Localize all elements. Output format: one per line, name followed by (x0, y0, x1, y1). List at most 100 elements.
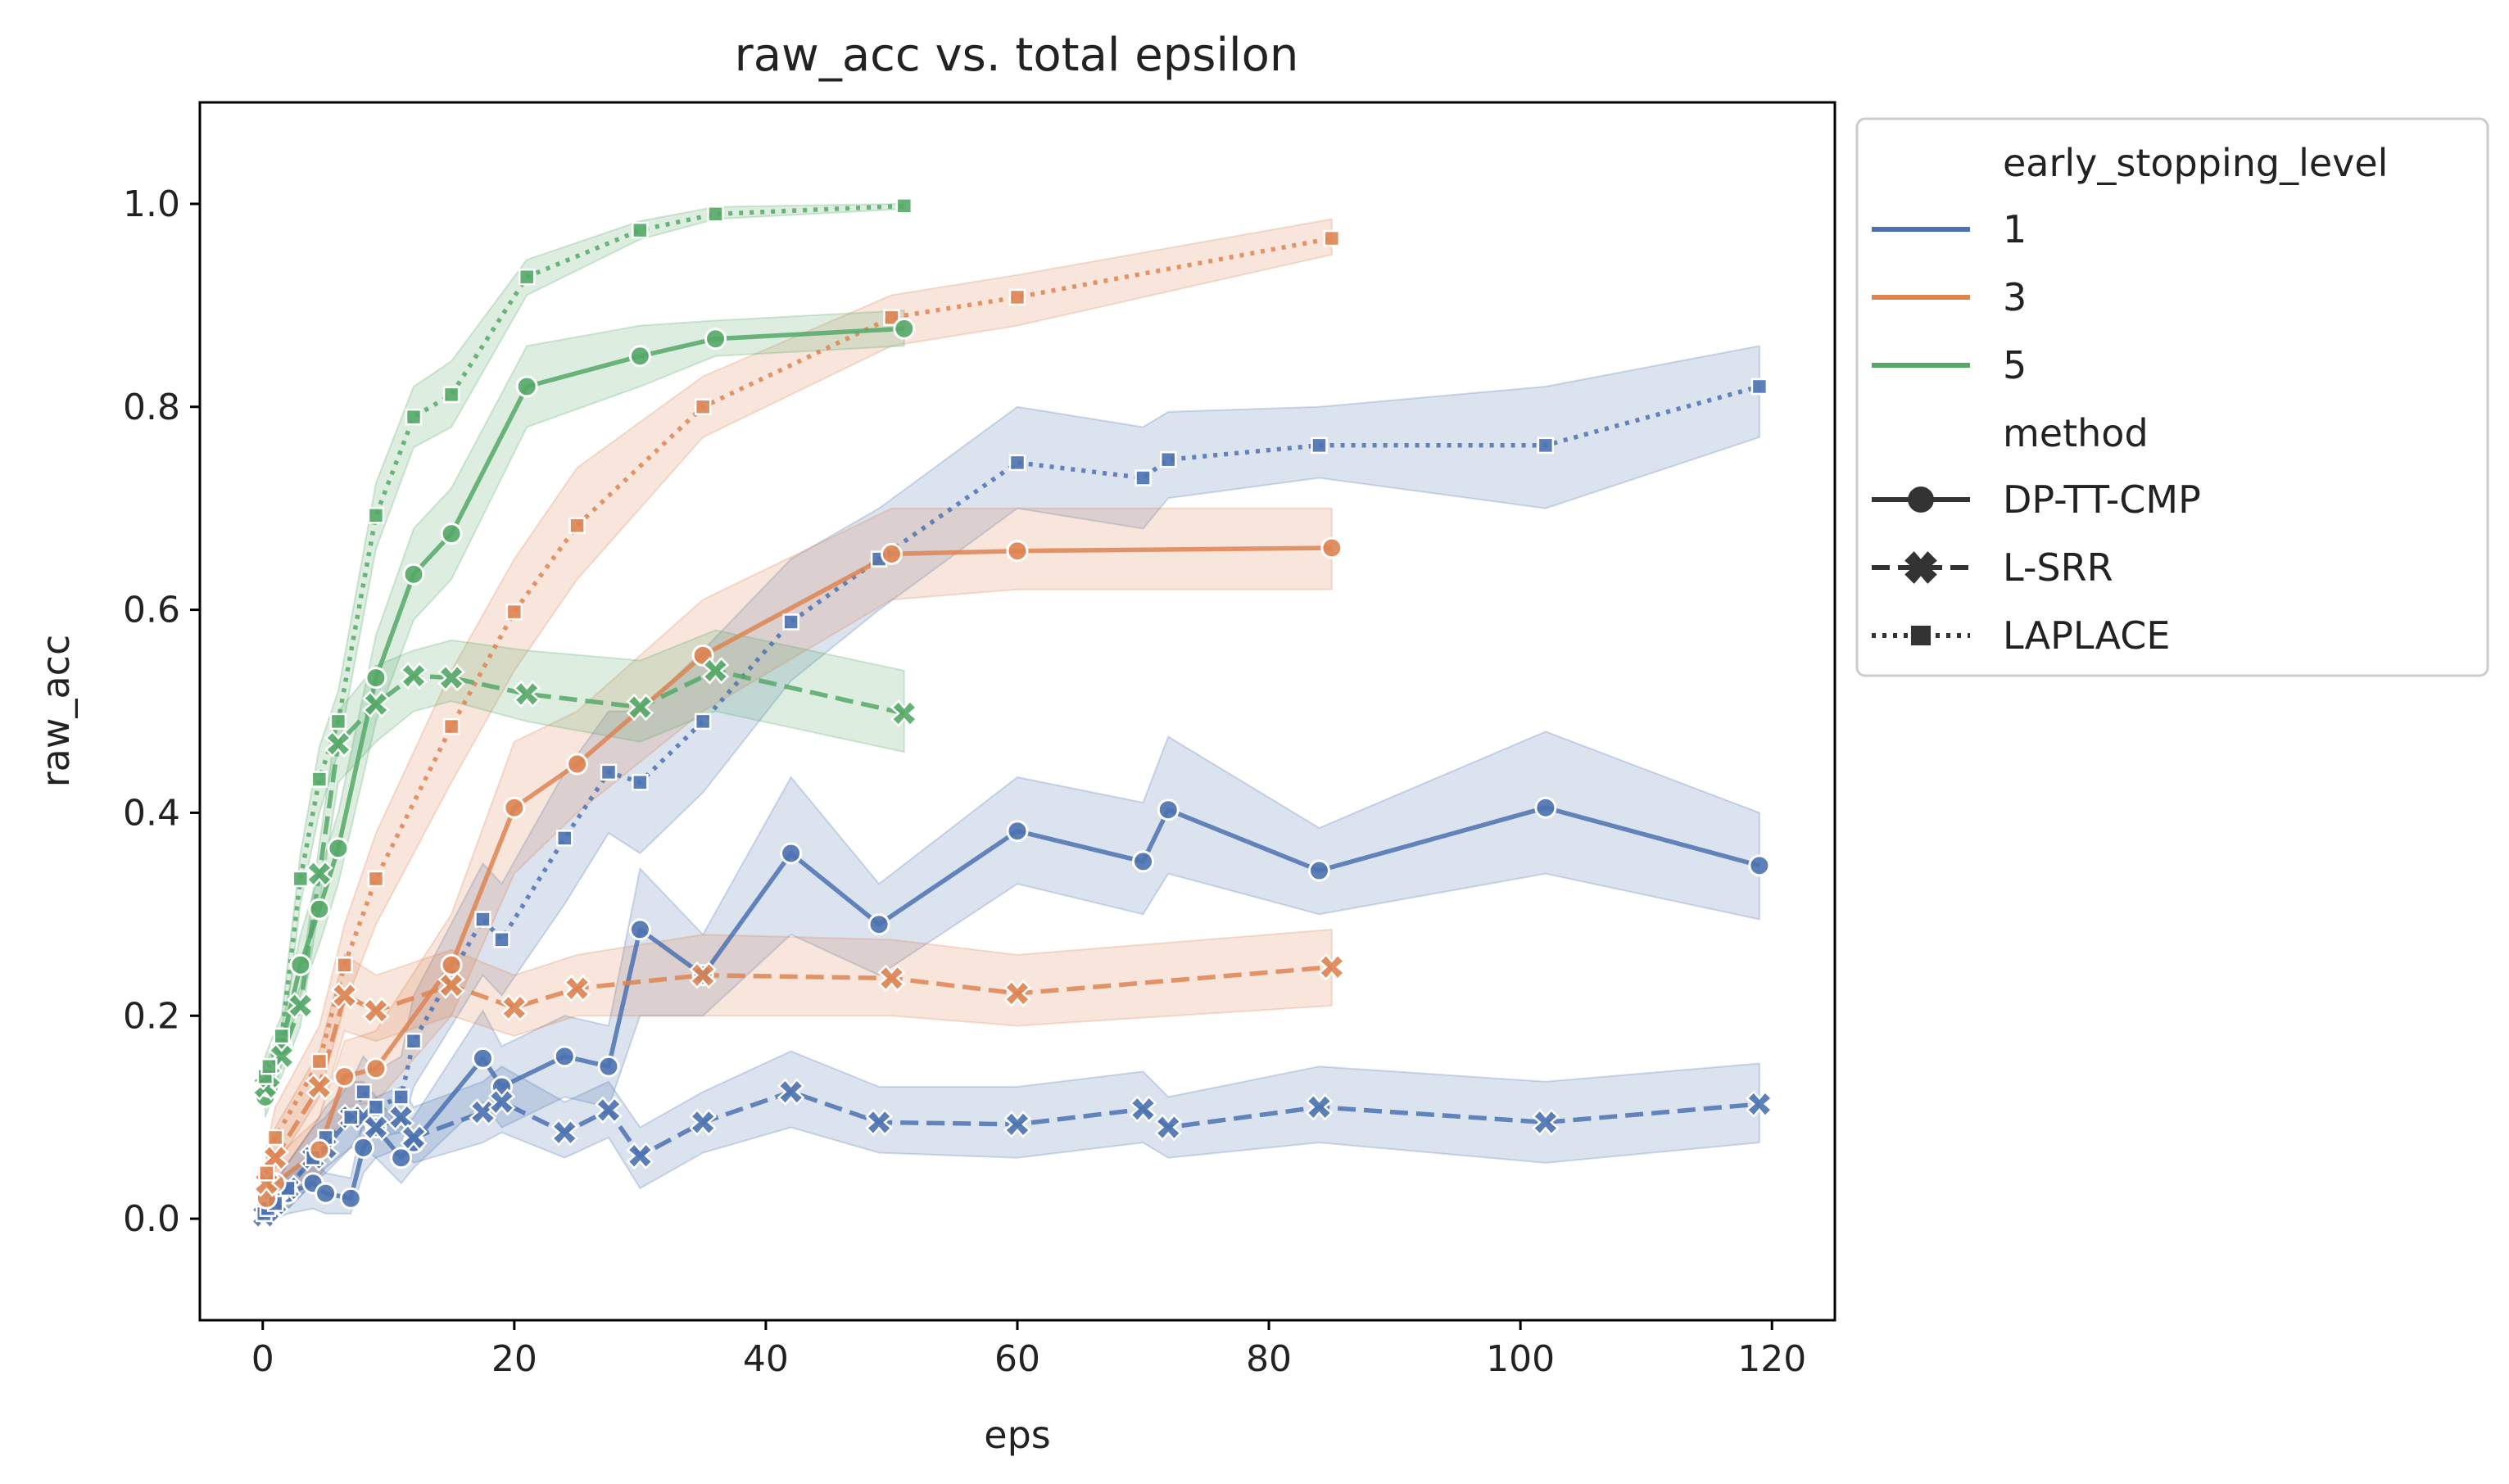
data-point-level-1-dp-tt-cmp (553, 1045, 576, 1068)
data-point-level-1-dp-tt-cmp (1307, 859, 1330, 882)
data-point-level-5-laplace (260, 1057, 278, 1075)
data-point-level-1-l-srr (1746, 1090, 1773, 1118)
data-point-level-3-l-srr (330, 981, 359, 1010)
legend-level-label: 5 (2003, 343, 2027, 387)
data-point-level-3-l-srr (877, 964, 906, 993)
data-point-level-3-laplace (258, 1165, 275, 1182)
data-point-level-5-laplace (632, 221, 649, 239)
data-point-level-1-dp-tt-cmp (597, 1055, 620, 1078)
y-tick-label: 1.0 (123, 183, 180, 225)
data-point-level-5-l-srr (287, 992, 315, 1020)
data-point-level-5-l-srr (890, 699, 918, 727)
data-point-level-5-dp-tt-cmp (893, 317, 916, 340)
data-point-level-3-laplace (367, 870, 385, 888)
data-point-level-5-dp-tt-cmp (628, 345, 651, 368)
legend-method-label: LAPLACE (2003, 613, 2170, 658)
data-point-level-3-l-srr (1003, 980, 1031, 1007)
data-point-level-1-l-srr (362, 1113, 390, 1142)
y-tick-label: 0.2 (123, 995, 180, 1037)
data-point-level-1-dp-tt-cmp (780, 842, 803, 865)
legend-method-marker (1908, 486, 1934, 513)
data-point-level-1-laplace (1134, 469, 1152, 486)
data-point-level-3-laplace (1008, 288, 1026, 306)
x-axis-ticks: 0 20 40 60 80 100 120 (251, 1320, 1806, 1380)
data-point-level-5-laplace (405, 408, 423, 426)
data-point-level-1-l-srr (595, 1096, 623, 1124)
data-point-level-3-dp-tt-cmp (566, 753, 589, 776)
data-point-level-5-laplace (442, 386, 460, 404)
data-point-level-1-laplace (694, 713, 712, 731)
data-point-level-1-dp-tt-cmp (628, 918, 651, 941)
data-point-level-5-laplace (292, 870, 310, 888)
data-point-level-3-laplace (505, 603, 523, 621)
data-point-level-3-l-srr (437, 971, 465, 999)
legend-method-marker (1910, 625, 1932, 646)
legend-method-marker (1904, 551, 1937, 584)
x-tick-label: 100 (1486, 1338, 1555, 1380)
data-point-level-3-laplace (883, 309, 900, 326)
data-point-level-3-l-srr (362, 997, 390, 1025)
data-point-level-5-dp-tt-cmp (327, 837, 350, 860)
data-point-level-1-laplace (556, 830, 573, 847)
legend-box (1855, 117, 2489, 677)
legend-method-label: DP-TT-CMP (2003, 477, 2201, 522)
data-point-level-5-dp-tt-cmp (440, 523, 463, 545)
x-tick-label: 0 (251, 1338, 274, 1380)
data-point-level-1-dp-tt-cmp (390, 1147, 413, 1170)
data-point-level-3-l-srr (306, 1073, 333, 1101)
data-point-level-1-l-srr (387, 1103, 415, 1131)
data-point-level-1-dp-tt-cmp (339, 1187, 362, 1210)
data-point-level-1-l-srr (1003, 1111, 1031, 1138)
data-point-level-3-l-srr (689, 961, 717, 989)
data-point-level-1-laplace (1159, 450, 1177, 468)
data-point-level-1-l-srr (626, 1142, 654, 1170)
data-point-level-3-laplace (694, 398, 712, 415)
data-point-level-5-l-srr (324, 730, 352, 758)
data-point-level-1-laplace (367, 1098, 385, 1116)
ci-band-level-3-l-srr (265, 928, 1333, 1204)
data-point-level-1-laplace (600, 763, 618, 781)
data-point-level-1-dp-tt-cmp (867, 913, 890, 936)
data-point-level-1-l-srr (487, 1088, 516, 1116)
data-point-level-1-l-srr (689, 1108, 717, 1137)
data-point-level-5-l-srr (362, 690, 390, 718)
data-point-level-5-laplace (518, 268, 536, 286)
y-tick-label: 0.8 (123, 387, 180, 428)
data-point-level-3-dp-tt-cmp (880, 542, 903, 565)
data-point-level-5-laplace (367, 507, 385, 524)
data-point-level-3-l-srr (261, 1143, 289, 1172)
data-point-level-5-l-srr (437, 663, 465, 692)
data-point-level-5-laplace (310, 771, 328, 788)
data-point-level-5-l-srr (626, 693, 654, 722)
legend-methods: DP-TT-CMP L-SRR LAPLACE (1872, 477, 2201, 658)
y-axis-label: raw_acc (34, 635, 78, 788)
data-point-level-1-laplace (392, 1088, 410, 1106)
data-point-level-5-laplace (895, 197, 913, 215)
data-point-level-3-laplace (336, 957, 353, 974)
x-axis-label: eps (984, 1413, 1050, 1457)
data-point-level-5-l-srr (513, 680, 541, 708)
y-tick-label: 0.6 (123, 590, 180, 631)
data-point-level-1-laplace (632, 773, 649, 791)
legend-hue-title: early_stopping_level (2003, 141, 2388, 185)
x-tick-label: 80 (1246, 1338, 1292, 1380)
data-point-level-3-l-srr (500, 993, 528, 1022)
ci-band-level-5-dp-tt-cmp (264, 309, 905, 1118)
data-point-level-5-l-srr (701, 657, 730, 685)
data-point-level-1-dp-tt-cmp (1157, 799, 1180, 821)
data-point-level-5-dp-tt-cmp (365, 667, 387, 690)
series-line-level-3-laplace (264, 236, 1333, 1174)
data-point-level-1-dp-tt-cmp (1534, 796, 1557, 819)
data-point-level-1-l-srr (400, 1124, 428, 1151)
data-point-level-3-dp-tt-cmp (503, 796, 526, 819)
data-point-level-1-l-srr (1305, 1093, 1334, 1121)
data-point-level-3-laplace (442, 717, 460, 735)
data-point-level-3-laplace (266, 1129, 284, 1147)
legend: early_stopping_level 1 3 5 method DP-TT-CM… (1855, 117, 2489, 677)
data-point-level-1-dp-tt-cmp (1132, 850, 1155, 873)
data-point-level-5-l-srr (306, 859, 333, 888)
ci-band-level-5-l-srr (264, 629, 905, 1108)
data-point-level-3-laplace (568, 517, 586, 534)
data-point-level-3-l-srr (563, 974, 591, 1002)
